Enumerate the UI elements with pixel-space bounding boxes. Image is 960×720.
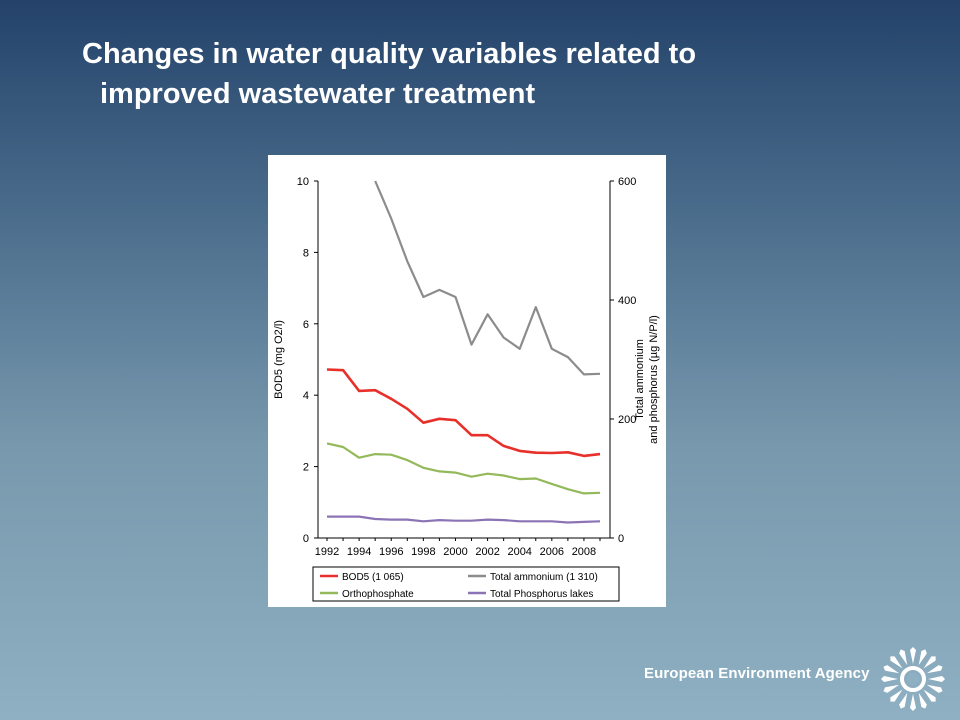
x-tick-label: 1996 [379, 546, 403, 558]
chart-series [326, 180, 601, 524]
legend-label: Total ammonium (1 310) [490, 572, 598, 583]
x-tick-label: 2006 [540, 546, 564, 558]
title-line-2: improved wastewater treatment [100, 78, 536, 110]
chart-axes: 0 2 4 6 8 10 0 200 400 600 1992 1994 1996 1998 2000 200… [297, 176, 637, 558]
x-tick-label: 2004 [507, 546, 531, 558]
x-tick-label: 1994 [347, 546, 371, 558]
legend-label: Orthophosphate [342, 589, 414, 600]
slide-title: Changes in water quality variables relat… [82, 34, 922, 114]
y-axis-right-title-line-1: Total ammonium [634, 339, 646, 420]
y-left-tick-label: 2 [303, 462, 309, 474]
y-right-tick-label: 0 [618, 533, 624, 545]
logo-ray [883, 665, 900, 674]
logo-ray [918, 692, 927, 709]
logo-ray [890, 656, 903, 669]
series-line-total-phosphorus-lakes [327, 515, 601, 524]
legend-label: BOD5 (1 065) [342, 572, 404, 583]
x-tick-label: 1998 [411, 546, 435, 558]
x-tick-label: 2008 [572, 546, 596, 558]
logo-ray [928, 676, 945, 682]
eea-sun-logo-icon [881, 647, 945, 711]
y-axis-right-title-line-2: and phosphorus (µg N/P/l) [648, 315, 660, 444]
logo-ray [899, 649, 908, 666]
title-line-1: Changes in water quality variables relat… [82, 38, 697, 70]
series-line-orthophosphate [326, 442, 601, 495]
logo-ray [923, 656, 936, 669]
legend-box [312, 566, 620, 602]
x-tick-label: 1992 [315, 546, 339, 558]
logo-ray [910, 694, 916, 711]
legend-label: Total Phosphorus lakes [490, 589, 593, 600]
chart-panel: 0 2 4 6 8 10 0 200 400 600 1992 1994 1996 1998 2000 200… [268, 155, 666, 607]
logo-ray [926, 665, 943, 674]
logo-ray [910, 647, 916, 664]
y-left-tick-label: 0 [303, 533, 309, 545]
series-line-total-ammonium-1-310 [374, 180, 601, 376]
y-right-tick-label: 400 [618, 295, 636, 307]
water-quality-chart: 0 2 4 6 8 10 0 200 400 600 1992 1994 1996 1998 2000 200… [273, 176, 660, 602]
x-tick-label: 2000 [443, 546, 467, 558]
logo-ray [881, 676, 898, 682]
y-right-tick-label: 600 [618, 176, 636, 188]
logo-ray [918, 649, 927, 666]
series-line-bod5-1-065 [326, 368, 601, 458]
y-left-tick-label: 8 [303, 247, 309, 259]
agency-name: European Environment Agency [644, 665, 870, 682]
y-axis-left-title: BOD5 (mg O2/l) [273, 320, 285, 399]
y-left-tick-label: 4 [303, 390, 309, 402]
logo-ray [890, 689, 903, 702]
x-tick-label: 2002 [475, 546, 499, 558]
logo-ray [926, 684, 943, 693]
logo-ray [899, 692, 908, 709]
y-left-tick-label: 6 [303, 319, 309, 331]
chart-legend: BOD5 (1 065) Total ammonium (1 310) Orthop… [312, 566, 620, 602]
logo-ray [883, 684, 900, 693]
logo-ray [923, 689, 936, 702]
y-right-tick-label: 200 [618, 414, 636, 426]
y-left-tick-label: 10 [297, 176, 309, 188]
